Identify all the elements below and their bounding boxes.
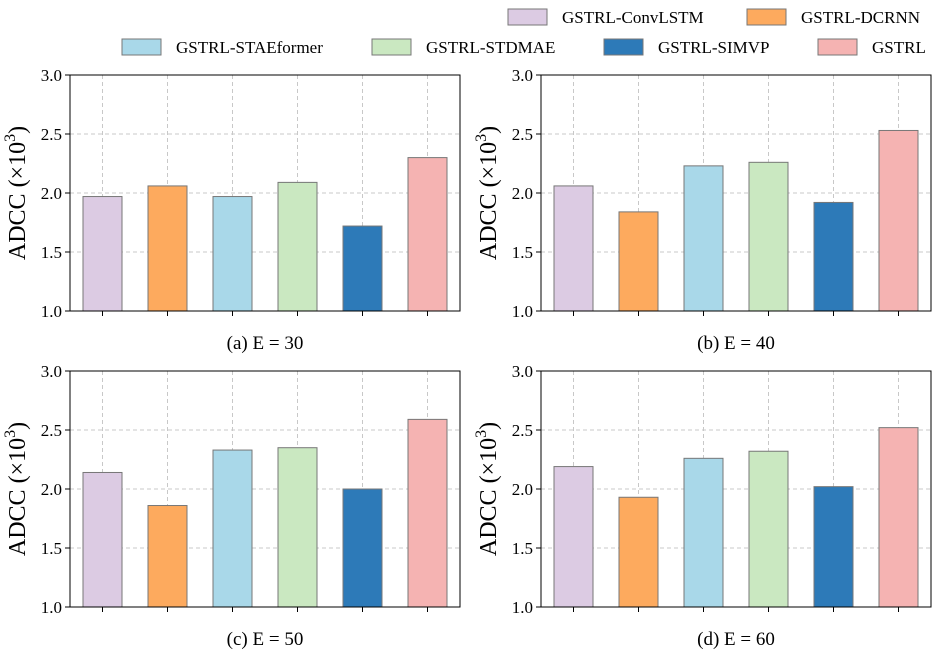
legend-label: GSTRL-DCRNN bbox=[801, 8, 920, 27]
plot-frame bbox=[540, 370, 932, 608]
legend-label: GSTRL bbox=[872, 38, 926, 57]
subplot-caption: (a) E = 30 bbox=[227, 333, 304, 354]
bar bbox=[748, 161, 789, 312]
bar bbox=[147, 185, 188, 312]
legend-label: GSTRL-STDMAE bbox=[426, 38, 555, 57]
chart-panel: 1.0 1.5 2.0 2.5 3.0 ADCC (×103) (a) E = 30 bbox=[2, 66, 461, 354]
y-tick-label: 1.5 bbox=[41, 539, 62, 558]
y-tick-label: 2.5 bbox=[512, 421, 533, 440]
y-axis-label: ADCC (×103) bbox=[2, 422, 31, 556]
bar bbox=[618, 496, 659, 608]
bar bbox=[553, 185, 594, 312]
bar bbox=[748, 450, 789, 608]
bar bbox=[407, 157, 448, 312]
y-tick-label: 3.0 bbox=[512, 66, 533, 85]
legend-swatch bbox=[817, 38, 858, 56]
bar bbox=[147, 505, 188, 608]
bar bbox=[212, 449, 253, 608]
legend-entry: GSTRL bbox=[817, 38, 926, 57]
bar bbox=[342, 225, 383, 312]
bar bbox=[683, 165, 724, 312]
bar bbox=[878, 129, 919, 312]
y-tick-label: 1.0 bbox=[512, 598, 533, 617]
subplot-caption: (b) E = 40 bbox=[697, 333, 775, 354]
y-axis-label: ADCC (×103) bbox=[473, 126, 502, 260]
y-tick-label: 1.0 bbox=[41, 302, 62, 321]
plot-frame bbox=[540, 74, 932, 312]
bar bbox=[342, 488, 383, 608]
bar bbox=[277, 447, 318, 608]
y-tick-label: 1.0 bbox=[41, 598, 62, 617]
y-axis-label: ADCC (×103) bbox=[2, 126, 31, 260]
y-tick-label: 2.0 bbox=[512, 480, 533, 499]
plot-frame bbox=[69, 74, 461, 312]
legend: GSTRL-ConvLSTM GSTRL-DCRNN GSTRL-STAEforme… bbox=[121, 8, 926, 57]
legend-swatch bbox=[746, 8, 787, 26]
y-tick-label: 2.0 bbox=[512, 184, 533, 203]
y-tick-label: 2.0 bbox=[41, 184, 62, 203]
legend-label: GSTRL-SIMVP bbox=[658, 38, 769, 57]
chart-panel: 1.0 1.5 2.0 2.5 3.0 ADCC (×103) (b) E = 40 bbox=[473, 66, 932, 354]
legend-swatch bbox=[121, 38, 162, 56]
subplot-caption: (d) E = 60 bbox=[697, 629, 775, 650]
subplot-caption: (c) E = 50 bbox=[227, 629, 304, 650]
bar bbox=[683, 457, 724, 608]
y-tick-label: 1.5 bbox=[512, 243, 533, 262]
legend-entry: GSTRL-DCRNN bbox=[746, 8, 920, 27]
bar bbox=[618, 211, 659, 312]
chart-panel: 1.0 1.5 2.0 2.5 3.0 ADCC (×103) (c) E = 50 bbox=[2, 362, 461, 650]
y-tick-label: 2.5 bbox=[512, 125, 533, 144]
legend-entry: GSTRL-SIMVP bbox=[603, 38, 769, 57]
y-tick-label: 1.5 bbox=[41, 243, 62, 262]
y-tick-label: 2.5 bbox=[41, 421, 62, 440]
bar bbox=[82, 196, 123, 312]
legend-swatch bbox=[603, 38, 644, 56]
y-tick-label: 1.0 bbox=[512, 302, 533, 321]
legend-label: GSTRL-ConvLSTM bbox=[562, 8, 704, 27]
y-axis-label: ADCC (×103) bbox=[473, 422, 502, 556]
bar bbox=[212, 196, 253, 312]
bar bbox=[553, 466, 594, 608]
legend-entry: GSTRL-STAEformer bbox=[121, 38, 323, 57]
bar bbox=[813, 486, 854, 608]
legend-entry: GSTRL-STDMAE bbox=[371, 38, 555, 57]
legend-entry: GSTRL-ConvLSTM bbox=[507, 8, 704, 27]
bar bbox=[878, 427, 919, 608]
bar bbox=[82, 471, 123, 608]
plot-frame bbox=[69, 370, 461, 608]
bar bbox=[813, 201, 854, 312]
y-tick-label: 3.0 bbox=[41, 362, 62, 381]
bar bbox=[407, 418, 448, 608]
y-tick-label: 3.0 bbox=[512, 362, 533, 381]
y-tick-label: 2.0 bbox=[41, 480, 62, 499]
legend-label: GSTRL-STAEformer bbox=[176, 38, 323, 57]
y-tick-label: 3.0 bbox=[41, 66, 62, 85]
chart-panel: 1.0 1.5 2.0 2.5 3.0 ADCC (×103) (d) E = 60 bbox=[473, 362, 932, 650]
legend-swatch bbox=[371, 38, 412, 56]
bar bbox=[277, 181, 318, 312]
legend-swatch bbox=[507, 8, 548, 26]
y-tick-label: 1.5 bbox=[512, 539, 533, 558]
y-tick-label: 2.5 bbox=[41, 125, 62, 144]
